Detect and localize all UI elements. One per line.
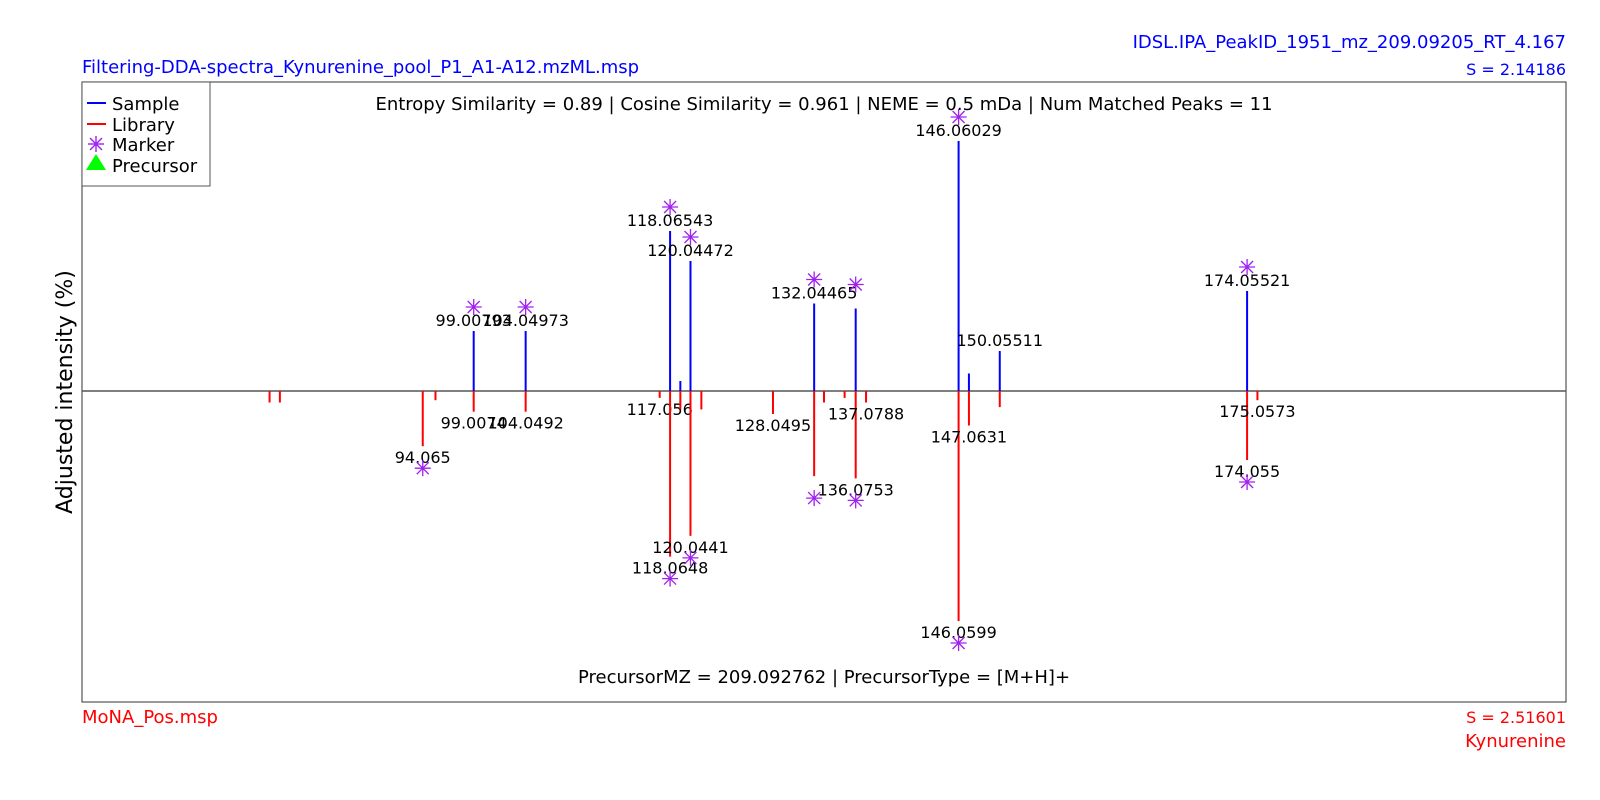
library-marker: [1239, 474, 1256, 490]
precursor-annotation: PrecursorMZ = 209.092762 | PrecursorType…: [578, 667, 1070, 688]
sample-peak-label: 120.04472: [647, 241, 734, 260]
footer-right-name: Kynurenine: [1465, 731, 1566, 752]
library-marker: [682, 549, 699, 566]
library-peak-label: 118.0648: [632, 559, 708, 578]
library-marker: [414, 460, 431, 477]
sample-marker: [662, 199, 679, 215]
sample-peak-label: 99.00793: [436, 311, 512, 330]
library-marker: [662, 570, 679, 587]
library-peak-label: 117.056: [627, 400, 693, 419]
library-peak-label: 128.0495: [735, 416, 811, 435]
footer-right-score: S = 2.51601: [1466, 708, 1566, 727]
y-axis-label: Adjusted intensity (%): [53, 270, 78, 514]
sample-peak-label: 146.06029: [915, 121, 1002, 140]
plot-frame: [81, 81, 1567, 703]
library-marker: [806, 490, 823, 507]
sample-marker: [847, 276, 864, 293]
library-peak-label: 175.0573: [1219, 402, 1295, 421]
library-marker: [950, 635, 967, 651]
header-left-title: Filtering-DDA-spectra_Kynurenine_pool_P1…: [82, 57, 639, 78]
sample-marker: [682, 229, 699, 245]
sample-marker: [465, 299, 482, 315]
library-peak-label: 137.0788: [828, 405, 904, 424]
library-peak-label: 104.0492: [487, 414, 563, 433]
similarity-annotation: Entropy Similarity = 0.89 | Cosine Simil…: [375, 94, 1272, 115]
legend-marker-label: Marker: [112, 135, 175, 156]
sample-peak-label: 132.04465: [771, 284, 858, 303]
sample-peak-label: 150.05511: [956, 331, 1043, 350]
sample-marker: [517, 299, 534, 315]
footer-left-title: MoNA_Pos.msp: [82, 707, 218, 728]
legend-precursor-label: Precursor: [112, 156, 198, 177]
header-right-score: S = 2.14186: [1466, 60, 1566, 79]
library-peak-label: 146.0599: [920, 623, 996, 642]
sample-marker: [806, 271, 823, 288]
legend-marker-icon: [88, 136, 104, 152]
library-peak-label: 94.065: [395, 448, 451, 467]
header-right-title: IDSL.IPA_PeakID_1951_mz_209.09205_RT_4.1…: [1133, 32, 1566, 53]
legend-precursor-icon: [86, 154, 106, 170]
sample-peak-label: 104.04973: [482, 311, 569, 330]
library-peak-label: 120.0441: [652, 538, 728, 557]
library-peak-label: 136.0753: [818, 480, 894, 499]
sample-peak-label: 118.06543: [627, 211, 714, 230]
legend-sample-label: Sample: [112, 94, 180, 115]
sample-marker: [950, 109, 967, 125]
library-peak-label: 99.0074: [441, 414, 507, 433]
legend-library-label: Library: [112, 115, 175, 136]
sample-marker: [1239, 259, 1256, 275]
sample-peak-label: 174.05521: [1204, 271, 1291, 290]
library-marker: [847, 492, 864, 509]
library-peak-label: 147.0631: [931, 428, 1007, 447]
legend: Sample Library Marker Precursor: [81, 81, 211, 187]
library-peak-label: 174.055: [1214, 462, 1280, 481]
